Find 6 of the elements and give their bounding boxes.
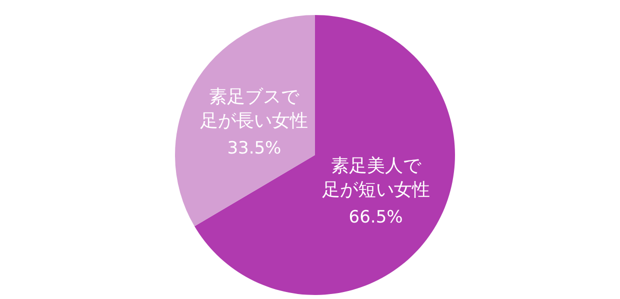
pie-slice <box>175 15 315 226</box>
data-label: 66.5% <box>348 208 403 228</box>
data-label: 33.5% <box>227 138 282 158</box>
slice-label: 素足美人で足が短い女性 <box>322 155 430 200</box>
pie-slice <box>194 15 455 295</box>
slice-label: 素足ブスで足が長い女性 <box>200 86 308 131</box>
